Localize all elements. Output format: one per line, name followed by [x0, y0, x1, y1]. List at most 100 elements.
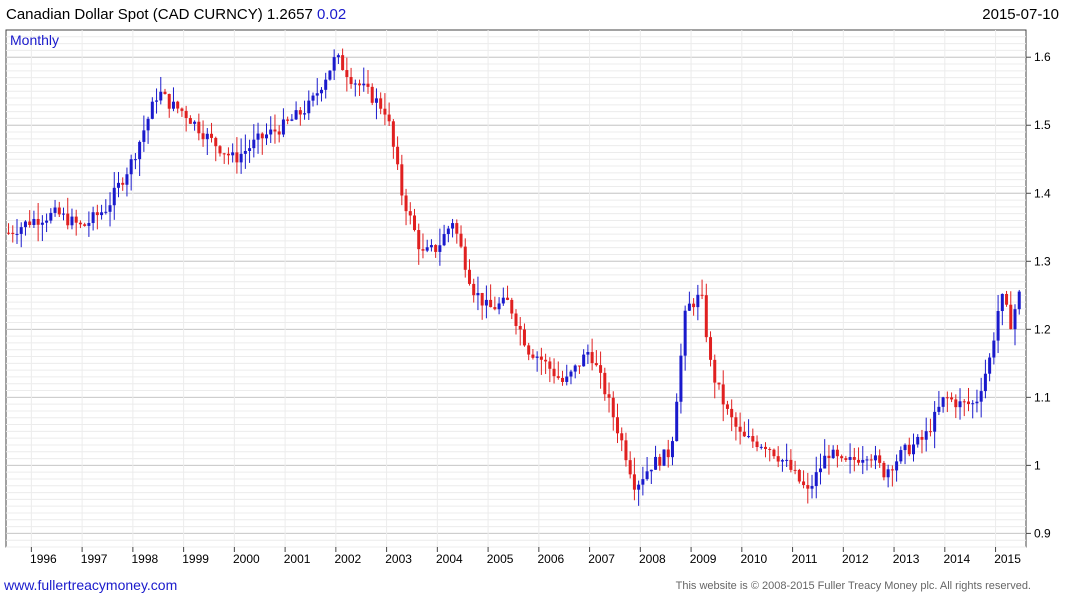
candle-body: [74, 216, 78, 223]
candle-body: [950, 397, 954, 400]
candle-body: [742, 431, 746, 437]
x-tick-label: 2013: [893, 552, 920, 566]
website-link[interactable]: www.fullertreacymoney.com: [4, 577, 178, 593]
candle-body: [675, 401, 679, 442]
candle-body: [818, 468, 822, 473]
candle-body: [218, 146, 222, 154]
candle-body: [298, 110, 302, 115]
x-tick-label: 2014: [943, 552, 970, 566]
candle-body: [248, 148, 252, 151]
candle-body: [776, 456, 780, 462]
candle-body: [933, 411, 937, 432]
candle-body: [362, 83, 366, 86]
candle-body: [962, 401, 966, 403]
candle-body: [975, 401, 979, 404]
candle-body: [429, 245, 433, 248]
candle-body: [138, 141, 142, 160]
candle-body: [645, 471, 649, 480]
candle-body: [873, 455, 877, 461]
candle-body: [256, 133, 260, 140]
candle-body: [569, 371, 573, 377]
candle-body: [467, 269, 471, 284]
candle-body: [155, 100, 159, 102]
candle-body: [510, 299, 514, 314]
candle-body: [83, 224, 87, 226]
candle-body: [273, 129, 277, 132]
candle-body: [421, 249, 425, 251]
candle-body: [408, 211, 412, 216]
candle-body: [214, 137, 218, 147]
candle-body: [637, 484, 641, 490]
candle-body: [785, 459, 789, 461]
candle-body: [764, 446, 768, 450]
candle-body: [937, 406, 941, 412]
x-tick-label: 2010: [740, 552, 767, 566]
candle-body: [171, 101, 175, 109]
candle-body: [442, 234, 446, 246]
candle-body: [264, 134, 268, 139]
candle-body: [19, 227, 23, 234]
candle-body: [370, 86, 374, 103]
y-tick-label: 1: [1034, 458, 1041, 472]
candle-body: [679, 355, 683, 402]
candle-body: [231, 152, 235, 156]
candle-body: [573, 365, 577, 372]
candle-body: [831, 449, 835, 459]
candle-body: [603, 372, 607, 395]
candle-body: [721, 384, 725, 405]
candle-body: [810, 486, 814, 489]
candle-body: [62, 213, 66, 215]
candle-body: [772, 449, 776, 457]
candle-body: [548, 361, 552, 369]
candle-body: [814, 472, 818, 487]
candle-body: [506, 297, 510, 300]
candle-body: [996, 311, 1000, 341]
candle-body: [912, 444, 916, 455]
x-tick-label: 2007: [588, 552, 615, 566]
candle-body: [188, 118, 192, 124]
candle-body: [687, 303, 691, 311]
candle-body: [307, 100, 311, 114]
candle-body: [7, 232, 11, 234]
candle-body: [328, 70, 332, 80]
candle-body: [379, 98, 383, 109]
candle-body: [734, 417, 738, 427]
candle-body: [434, 245, 438, 252]
candle-body: [125, 174, 129, 185]
candle-body: [882, 462, 886, 478]
candle-body: [827, 455, 831, 459]
candle-body: [599, 365, 603, 373]
candle-body: [374, 98, 378, 103]
candle-body: [116, 182, 120, 188]
candle-body: [582, 354, 586, 367]
candle-body: [865, 459, 869, 461]
candle-body: [518, 325, 522, 330]
candle-body: [544, 359, 548, 362]
candle-body: [535, 356, 539, 358]
candle-body: [945, 397, 949, 399]
candle-body: [349, 77, 353, 85]
candle-body: [806, 485, 810, 489]
candle-body: [197, 121, 201, 134]
candle-body: [755, 441, 759, 448]
candle-body: [704, 295, 708, 338]
x-tick-label: 2008: [639, 552, 666, 566]
candle-body: [941, 397, 945, 407]
candle-body: [294, 110, 298, 120]
copyright-text: This website is © 2008-2015 Fuller Treac…: [675, 580, 1031, 592]
candle-body: [438, 245, 442, 252]
candle-body: [539, 356, 543, 360]
x-tick-label: 2015: [994, 552, 1021, 566]
candle-body: [907, 444, 911, 455]
candle-body: [476, 292, 480, 296]
candle-body: [895, 461, 899, 471]
candle-body: [45, 220, 49, 223]
candle-body: [649, 469, 653, 472]
candles: [7, 48, 1021, 506]
candle-body: [193, 121, 197, 124]
candle-body: [358, 83, 362, 86]
candle-body: [992, 340, 996, 358]
candle-body: [852, 457, 856, 460]
candle-body: [577, 365, 581, 367]
candle-body: [78, 222, 82, 225]
